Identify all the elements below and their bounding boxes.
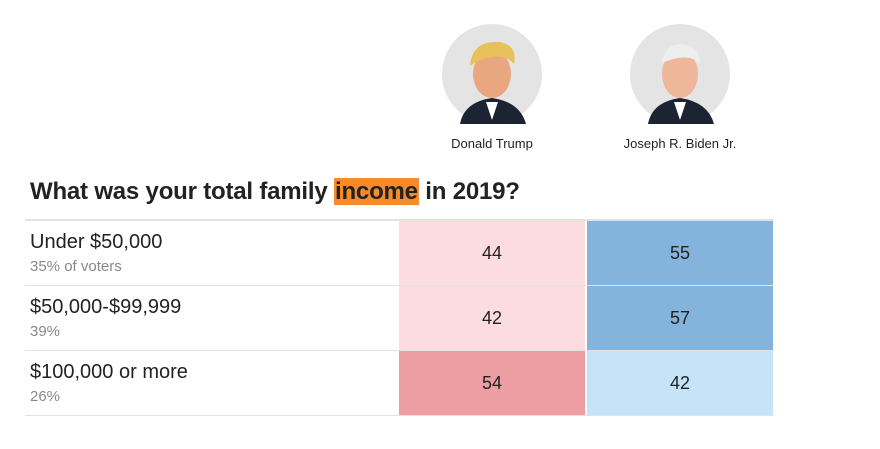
value-cell: 42 bbox=[399, 286, 585, 350]
candidate-name: Joseph R. Biden Jr. bbox=[623, 136, 737, 151]
row-share: 35% of voters bbox=[30, 258, 122, 275]
table-row: $100,000 or more 26% 54 42 bbox=[25, 351, 774, 416]
candidate: Donald Trump bbox=[412, 24, 572, 151]
row-label: Under $50,000 bbox=[30, 231, 163, 253]
headshot bbox=[630, 24, 730, 124]
candidate-name: Donald Trump bbox=[451, 136, 533, 151]
value-cell: 44 bbox=[399, 221, 585, 285]
value-cell: 42 bbox=[587, 351, 773, 415]
table-row: Under $50,000 35% of voters 44 55 bbox=[25, 221, 774, 286]
headshot bbox=[442, 24, 542, 124]
question-text: in 2019? bbox=[425, 178, 520, 205]
value-cell: 55 bbox=[587, 221, 773, 285]
value-cell: 57 bbox=[587, 286, 773, 350]
row-label: $100,000 or more bbox=[30, 361, 188, 383]
question-highlight: income bbox=[334, 178, 419, 205]
candidate: Joseph R. Biden Jr. bbox=[600, 24, 760, 151]
table-row: $50,000-$99,999 39% 42 57 bbox=[25, 286, 774, 351]
question-text: What was your total family bbox=[30, 178, 328, 205]
value-cell: 54 bbox=[399, 351, 585, 415]
row-share: 39% bbox=[30, 323, 61, 340]
question: What was your total family income in 201… bbox=[30, 178, 520, 206]
row-label: $50,000-$99,999 bbox=[30, 296, 182, 318]
row-share: 26% bbox=[30, 388, 61, 405]
results-table: Under $50,000 35% of voters 44 55 $50,000-$9… bbox=[25, 219, 774, 416]
